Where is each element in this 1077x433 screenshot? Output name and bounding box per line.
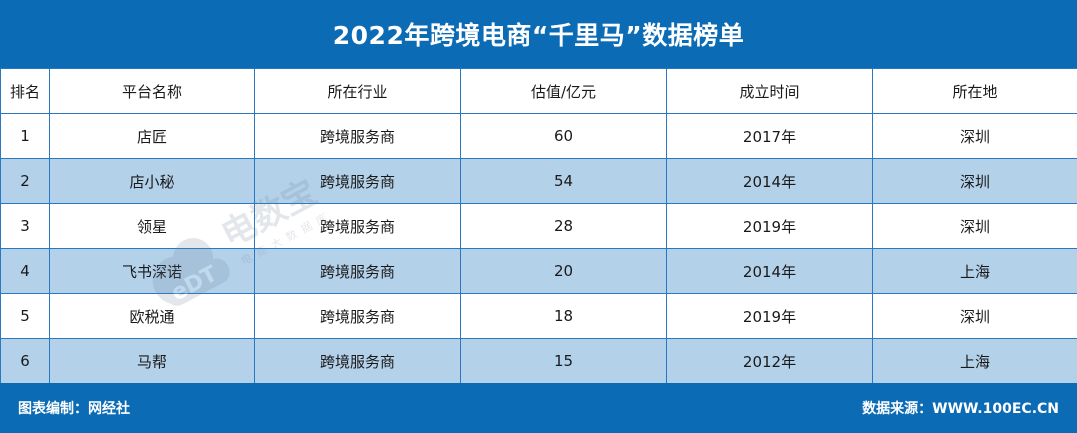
cell-founded: 2019年 [666,203,873,249]
cell-industry: 跨境服务商 [254,293,461,339]
cell-industry: 跨境服务商 [254,113,461,159]
cell-founded: 2019年 [666,293,873,339]
cell-industry: 跨境服务商 [254,158,461,204]
cell-location: 深圳 [872,203,1077,249]
header-valuation: 估值/亿元 [460,68,667,114]
header-rank: 排名 [0,68,50,114]
header-industry: 所在行业 [254,68,461,114]
cell-rank: 4 [0,248,50,294]
cell-founded: 2017年 [666,113,873,159]
cell-location: 深圳 [872,158,1077,204]
cell-valuation: 28 [460,203,667,249]
table-row: 1 店匠 跨境服务商 60 2017年 深圳 [0,113,1077,159]
cell-platform-name: 欧税通 [49,293,255,339]
page-title: 2022年跨境电商“千里马”数据榜单 [0,0,1077,68]
cell-location: 上海 [872,248,1077,294]
cell-rank: 3 [0,203,50,249]
cell-valuation: 54 [460,158,667,204]
ranking-table: 排名 平台名称 所在行业 估值/亿元 成立时间 所在地 1 店匠 跨境服务商 6… [0,68,1077,384]
cell-location: 上海 [872,338,1077,384]
cell-valuation: 60 [460,113,667,159]
cell-platform-name: 店小秘 [49,158,255,204]
table-row: 5 欧税通 跨境服务商 18 2019年 深圳 [0,293,1077,339]
table-row: 4 飞书深诺 跨境服务商 20 2014年 上海 [0,248,1077,294]
cell-valuation: 20 [460,248,667,294]
cell-industry: 跨境服务商 [254,248,461,294]
cell-valuation: 15 [460,338,667,384]
cell-founded: 2014年 [666,248,873,294]
compiled-by-label: 图表编制：网经社 [18,401,130,417]
table-header-row: 排名 平台名称 所在行业 估值/亿元 成立时间 所在地 [0,68,1077,114]
cell-rank: 2 [0,158,50,204]
cell-industry: 跨境服务商 [254,203,461,249]
cell-rank: 6 [0,338,50,384]
header-founded: 成立时间 [666,68,873,114]
cell-founded: 2012年 [666,338,873,384]
cell-platform-name: 店匠 [49,113,255,159]
data-source-label: 数据来源：WWW.100EC.CN [862,401,1059,417]
cell-platform-name: 飞书深诺 [49,248,255,294]
table-row: 3 领星 跨境服务商 28 2019年 深圳 [0,203,1077,249]
table-row: 6 马帮 跨境服务商 15 2012年 上海 [0,338,1077,384]
header-platform-name: 平台名称 [49,68,255,114]
cell-platform-name: 马帮 [49,338,255,384]
cell-founded: 2014年 [666,158,873,204]
cell-location: 深圳 [872,113,1077,159]
cell-valuation: 18 [460,293,667,339]
cell-rank: 5 [0,293,50,339]
cell-industry: 跨境服务商 [254,338,461,384]
footer-bar: 图表编制：网经社 数据来源：WWW.100EC.CN [0,383,1077,433]
cell-location: 深圳 [872,293,1077,339]
cell-rank: 1 [0,113,50,159]
table-row: 2 店小秘 跨境服务商 54 2014年 深圳 [0,158,1077,204]
header-location: 所在地 [872,68,1077,114]
cell-platform-name: 领星 [49,203,255,249]
